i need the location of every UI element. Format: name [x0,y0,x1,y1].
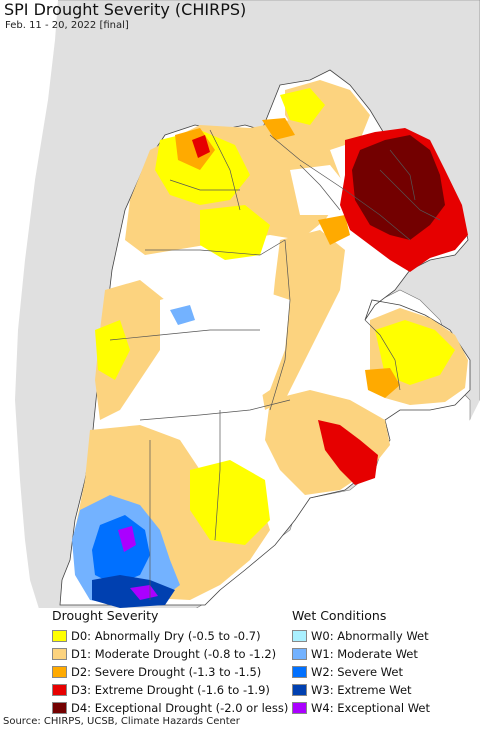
legend-label-d2: D2: Severe Drought (-1.3 to -1.5) [71,665,262,679]
legend-label-d1: D1: Moderate Drought (-0.8 to -1.2) [71,647,277,661]
legend-item-d0: D0: Abnormally Dry (-0.5 to -0.7) [52,627,288,645]
borders [109,129,441,600]
d2-patch-paraguay [262,118,295,140]
legend-swatch-d2 [52,666,67,678]
legend: Drought Severity D0: Abnormally Dry (-0.… [0,608,480,715]
ocean-west [0,0,58,612]
legend-item-w0: W0: Abnormally Wet [292,627,430,645]
legend-label-w2: W2: Severe Wet [311,665,403,679]
legend-swatch-d4 [52,702,67,714]
source-credit: Source: CHIRPS, UCSB, Climate Hazards Ce… [3,716,240,727]
legend-item-d3: D3: Extreme Drought (-1.6 to -1.9) [52,681,288,699]
legend-label-d3: D3: Extreme Drought (-1.6 to -1.9) [71,683,270,697]
legend-item-w3: W3: Extreme Wet [292,681,430,699]
legend-item-d1: D1: Moderate Drought (-0.8 to -1.2) [52,645,288,663]
legend-label-w1: W1: Moderate Wet [311,647,418,661]
legend-drought-heading: Drought Severity [52,608,159,623]
legend-swatch-d1 [52,648,67,660]
w4-patch-2 [130,585,158,600]
legend-label-w4: W4: Exceptional Wet [311,701,430,715]
legend-swatch-w4 [292,702,307,714]
d2-patch-chaco [318,215,350,245]
legend-swatch-w3 [292,684,307,696]
map-title: SPI Drought Severity (CHIRPS) [4,0,247,19]
drought-map [0,0,480,612]
d3-patch-north [192,135,210,158]
legend-swatch-d0 [52,630,67,642]
map-subtitle: Feb. 11 - 20, 2022 [final] [5,20,129,31]
w2-region-south [92,515,150,585]
d4-region-northeast [352,135,445,240]
legend-label-w3: W3: Extreme Wet [311,683,412,697]
d2-patch-uruguay [365,368,400,398]
legend-swatch-w2 [292,666,307,678]
legend-wet: Wet Conditions W0: Abnormally Wet W1: Mo… [292,608,430,717]
d0-patch-uruguay [375,320,455,385]
d3-patch-pampas [318,420,378,485]
d1-region-east [260,230,345,410]
legend-wet-heading: Wet Conditions [292,608,387,623]
legend-label-d0: D0: Abnormally Dry (-0.5 to -0.7) [71,629,261,643]
legend-drought: Drought Severity D0: Abnormally Dry (-0.… [52,608,288,717]
legend-item-d4: D4: Exceptional Drought (-2.0 or less) [52,699,288,717]
normal-east [290,165,350,215]
legend-label-d4: D4: Exceptional Drought (-2.0 or less) [71,701,289,715]
d0-patch-chaco [200,205,270,260]
legend-item-w4: W4: Exceptional Wet [292,699,430,717]
legend-swatch-d3 [52,684,67,696]
legend-swatch-w0 [292,630,307,642]
d0-patch-west [95,320,130,380]
ocean-east [235,400,480,612]
w4-patch-1 [118,526,136,552]
legend-item-d2: D2: Severe Drought (-1.3 to -1.5) [52,663,288,681]
legend-item-w1: W1: Moderate Wet [292,645,430,663]
legend-swatch-w1 [292,648,307,660]
d0-patch-paraguay [280,88,325,125]
d0-patch-south [190,460,270,545]
w1-patch-center [170,305,195,325]
legend-label-w0: W0: Abnormally Wet [311,629,429,643]
legend-item-w2: W2: Severe Wet [292,663,430,681]
